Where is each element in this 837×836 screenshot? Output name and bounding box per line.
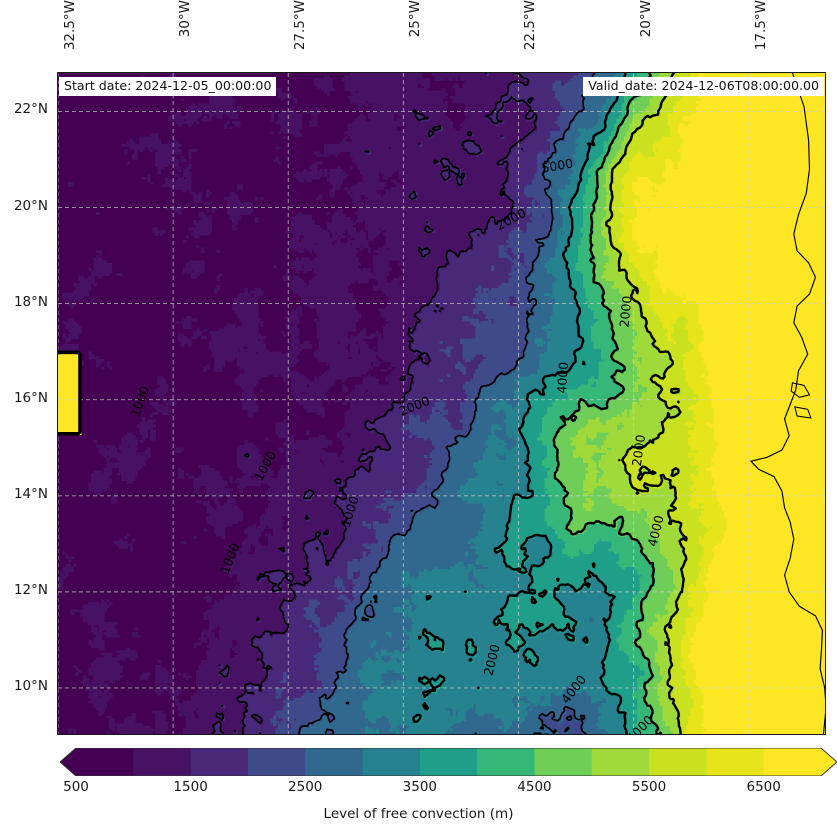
colorbar-band-2 bbox=[190, 748, 249, 776]
x-tick-3: 25°W bbox=[407, 0, 424, 38]
colorbar-extend-max bbox=[821, 748, 837, 776]
colorbar-tick-label-5: 5500 bbox=[631, 779, 667, 795]
colorbar-tick-label-1: 1500 bbox=[173, 779, 208, 795]
colorbar-band-7 bbox=[477, 748, 535, 776]
contour-label-8: 2000 bbox=[481, 643, 503, 678]
contour-map-svg: 1000100010001000100010001000100010001000… bbox=[58, 73, 825, 734]
y-tick-1: 20°N bbox=[13, 197, 48, 214]
x-tick-2: 27.5°W bbox=[292, 0, 309, 51]
coastline-detail-1 bbox=[794, 406, 812, 419]
contour-label-12: 4000 bbox=[554, 361, 571, 394]
x-tick-5: 20°W bbox=[637, 0, 654, 38]
colorbar-band-9 bbox=[591, 748, 650, 776]
x-tick-6: 17.5°W bbox=[752, 0, 769, 51]
colorbar-band-1 bbox=[133, 748, 192, 776]
colorbar-extend-min bbox=[60, 748, 76, 776]
colorbar-band-11 bbox=[706, 748, 765, 776]
contour-label-13: 4000 bbox=[645, 514, 667, 549]
coastline bbox=[749, 73, 825, 734]
y-tick-0: 22°N bbox=[13, 101, 48, 118]
contour-label-16: 5000 bbox=[540, 155, 574, 175]
y-tick-3: 16°N bbox=[13, 389, 48, 406]
contour-lines bbox=[58, 73, 688, 734]
colorbar-tick-label-3: 3500 bbox=[402, 779, 438, 795]
colorbar-band-3 bbox=[247, 748, 306, 776]
start-date-banner: Start date: 2024-12-05_00:00:00 bbox=[59, 77, 277, 97]
contour-level-3000 bbox=[58, 73, 628, 734]
coastline-detail-0 bbox=[790, 382, 811, 398]
filled-band-11 bbox=[58, 73, 825, 734]
colorbar-band-4 bbox=[305, 748, 363, 776]
x-tick-1: 30°W bbox=[177, 0, 194, 38]
colorbar-tick-label-6: 6500 bbox=[746, 779, 781, 795]
y-tick-6: 10°N bbox=[13, 677, 48, 694]
y-tick-4: 14°N bbox=[13, 485, 48, 502]
map-gridlines bbox=[58, 73, 825, 734]
y-tick-5: 12°N bbox=[13, 581, 48, 598]
colorbar[interactable] bbox=[60, 748, 837, 776]
valid-date-banner: Valid_date: 2024-12-06T08:00:00.00 bbox=[583, 77, 824, 97]
x-tick-0: 32.5°W bbox=[62, 0, 78, 51]
contour-label-7: 2000 bbox=[629, 434, 648, 468]
contour-level-5000 bbox=[58, 73, 688, 734]
y-tick-2: 18°N bbox=[13, 293, 48, 310]
colorbar-tick-label-2: 2500 bbox=[288, 779, 323, 795]
x-tick-4: 22.5°W bbox=[522, 0, 539, 51]
colorbar-band-5 bbox=[362, 748, 421, 776]
colorbar-band-8 bbox=[534, 748, 593, 776]
colorbar-band-6 bbox=[419, 748, 478, 776]
colorbar-band-12 bbox=[763, 748, 822, 776]
colorbar-tick-label-4: 4500 bbox=[517, 779, 552, 795]
colorbar-band-10 bbox=[649, 748, 707, 776]
colorbar-band-0 bbox=[76, 748, 134, 776]
map-plot-area[interactable]: 1000100010001000100010001000100010001000… bbox=[57, 72, 826, 735]
colorbar-title: Level of free convection (m) bbox=[323, 806, 514, 822]
contour-label-10: 2000 bbox=[616, 295, 634, 328]
colorbar-tick-label-0: 500 bbox=[63, 779, 89, 795]
